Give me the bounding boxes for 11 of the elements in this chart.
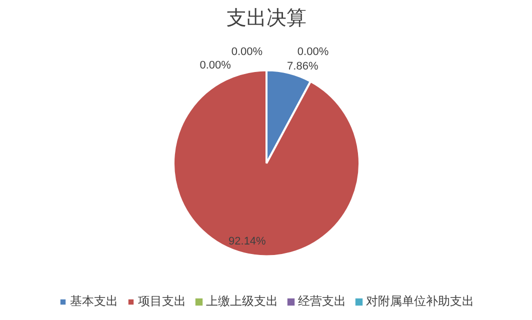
- data-label: 7.86%: [287, 60, 318, 73]
- legend-label: 项目支出: [138, 293, 186, 310]
- text: 0.00%: [200, 59, 231, 72]
- legend-label: 上缴上级支出: [206, 293, 278, 310]
- data-label: 92.14%: [228, 236, 266, 248]
- text: 0.00%: [231, 46, 263, 58]
- legend-label: 对附属单位补助支出: [366, 293, 474, 310]
- legend-label: 经营支出: [298, 293, 346, 310]
- legend-label: 基本支出: [70, 293, 118, 310]
- text: 0.00%: [297, 46, 329, 58]
- chart-title: 支出决算: [226, 8, 306, 30]
